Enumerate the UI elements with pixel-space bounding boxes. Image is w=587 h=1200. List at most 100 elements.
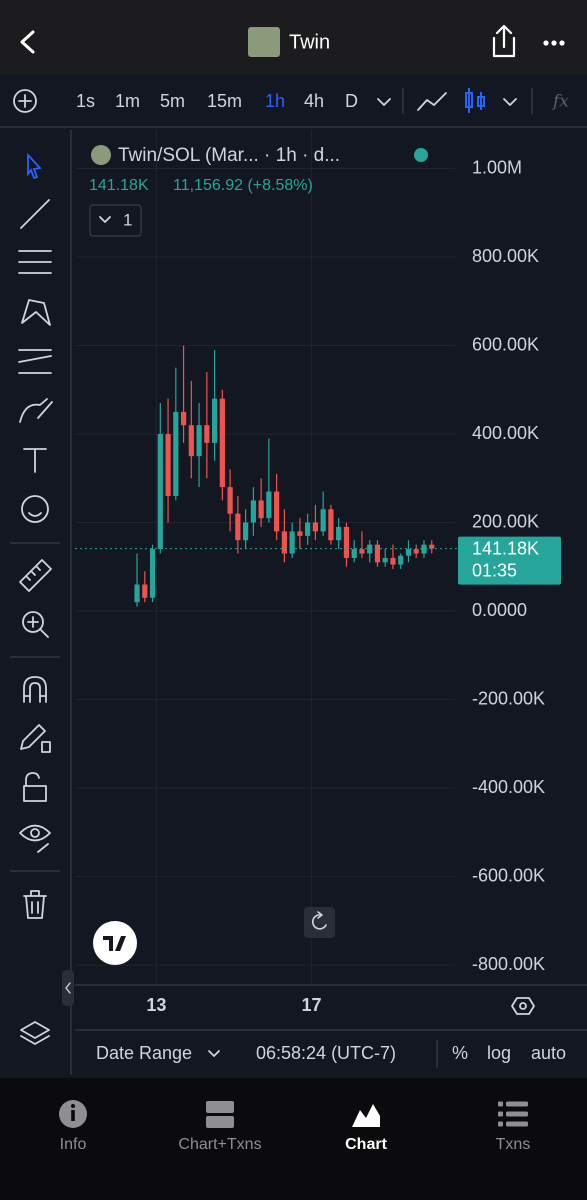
tab-label: Chart — [345, 1136, 387, 1153]
emoji-tool[interactable] — [21, 495, 49, 523]
tab-icon — [506, 1111, 528, 1117]
scale-option[interactable]: auto — [531, 1043, 566, 1063]
candle-body — [297, 531, 303, 536]
legend-icon — [91, 145, 111, 165]
tab-group: Info Chart+Txns Chart Txns — [59, 1100, 530, 1153]
candle-body — [243, 522, 249, 541]
share-button[interactable] — [492, 24, 516, 58]
brush-tool[interactable] — [19, 398, 53, 423]
y-tick-label: -800.00K — [472, 954, 545, 974]
candle-body — [134, 584, 140, 603]
interval-button[interactable]: 15m — [207, 91, 242, 111]
pattern-tool[interactable] — [21, 299, 51, 326]
y-tick-label: 400.00K — [472, 423, 539, 443]
y-tick-label: -200.00K — [472, 688, 545, 708]
magnet-tool[interactable] — [23, 676, 47, 703]
interval-button[interactable]: 1h — [265, 91, 285, 111]
candle-body — [142, 584, 148, 598]
candle-body — [204, 425, 210, 443]
tab[interactable]: Chart+Txns — [178, 1101, 262, 1153]
market-status — [414, 148, 428, 162]
candle-body — [235, 513, 241, 541]
candle-body — [343, 526, 350, 558]
tab[interactable]: Chart — [345, 1104, 388, 1153]
cursor-tool[interactable] — [27, 152, 42, 180]
candle-body — [250, 500, 256, 523]
tab-bar — [0, 1078, 587, 1200]
countdown: 01:35 — [472, 560, 517, 580]
candle-body — [281, 531, 287, 554]
interval-button[interactable]: 5m — [160, 91, 185, 111]
visibility-tool[interactable] — [19, 824, 51, 853]
add-indicator[interactable] — [13, 89, 37, 113]
candle-body — [336, 526, 342, 541]
candle-body — [196, 425, 202, 457]
y-tick-label: 0.0000 — [472, 600, 527, 620]
date-range[interactable]: Date Range — [96, 1043, 192, 1063]
interval-button[interactable]: 4h — [304, 91, 324, 111]
reset-button[interactable] — [304, 907, 335, 938]
tab-icon-glyph — [71, 1104, 75, 1108]
interval-button[interactable]: 1m — [115, 91, 140, 111]
candle-body — [421, 544, 427, 554]
axis-settings[interactable] — [511, 997, 535, 1015]
candle-style[interactable] — [465, 88, 485, 113]
legend-last: 141.18K — [89, 177, 149, 194]
candle-body — [289, 531, 295, 554]
back-button[interactable] — [20, 30, 35, 54]
interval-button[interactable]: 1s — [76, 91, 95, 111]
fx-button[interactable]: 𝑓x — [551, 92, 569, 112]
sidebar-toggle[interactable] — [62, 970, 74, 1006]
interval-button[interactable]: D — [345, 91, 358, 111]
tab-icon — [206, 1101, 234, 1113]
fib-tool[interactable] — [18, 250, 52, 274]
last-price-label: 141.18K — [472, 538, 539, 558]
tab[interactable]: Txns — [496, 1101, 531, 1154]
scale-option[interactable]: log — [487, 1043, 511, 1063]
page-title: Twin — [289, 31, 330, 53]
lock-drawings[interactable] — [20, 724, 51, 753]
tab-icon — [506, 1101, 528, 1107]
scale-options: % log auto — [452, 1043, 566, 1063]
tv-logo — [93, 921, 137, 965]
scale-option[interactable]: % — [452, 1043, 468, 1063]
ruler-tool[interactable] — [19, 559, 52, 592]
candle-body — [266, 491, 272, 519]
sidebar-toggle-arrow — [65, 982, 71, 994]
x-tick-label: 13 — [146, 995, 166, 1015]
candle-body — [227, 487, 233, 514]
unlock-tool[interactable] — [23, 772, 47, 802]
tab-label: Info — [60, 1136, 87, 1153]
x-tick-label: 17 — [302, 995, 322, 1015]
legend-title: Twin/SOL (Mar... · 1h · d... — [118, 145, 340, 166]
candle-body — [274, 491, 280, 532]
candle-body — [305, 522, 311, 536]
object-tree[interactable] — [20, 1021, 50, 1045]
delete-tool[interactable] — [23, 890, 47, 919]
pane-toggle-arrow — [99, 216, 111, 223]
tab-icon — [506, 1121, 528, 1127]
candle-body — [312, 522, 319, 532]
interval-dropdown[interactable] — [377, 98, 391, 106]
token-icon — [248, 27, 280, 57]
plot-area: 1.00M 800.00K 600.00K 400.00K 200.00K 0.0000 -… — [75, 130, 561, 1015]
y-tick-label: -400.00K — [472, 777, 545, 797]
chart-legend: Twin/SOL (Mar... · 1h · d... 141.18K 11,… — [89, 145, 428, 237]
tab[interactable]: Info — [59, 1100, 87, 1153]
tab-label: Txns — [496, 1136, 531, 1153]
text-tool[interactable] — [23, 448, 47, 473]
tab-icon-glyph — [71, 1110, 75, 1121]
style-dropdown[interactable] — [503, 98, 517, 106]
candle-body — [398, 555, 404, 565]
trend-line-tool[interactable] — [20, 199, 50, 229]
projection-tool[interactable] — [18, 349, 52, 374]
candle-body — [173, 411, 179, 496]
line-style[interactable] — [417, 92, 447, 111]
pane-toggle[interactable] — [89, 204, 142, 237]
y-tick-label: 600.00K — [472, 334, 539, 354]
candle-body — [359, 549, 365, 554]
zoom-tool[interactable] — [22, 611, 49, 638]
more-button[interactable] — [543, 40, 565, 46]
candle-body — [149, 549, 156, 598]
